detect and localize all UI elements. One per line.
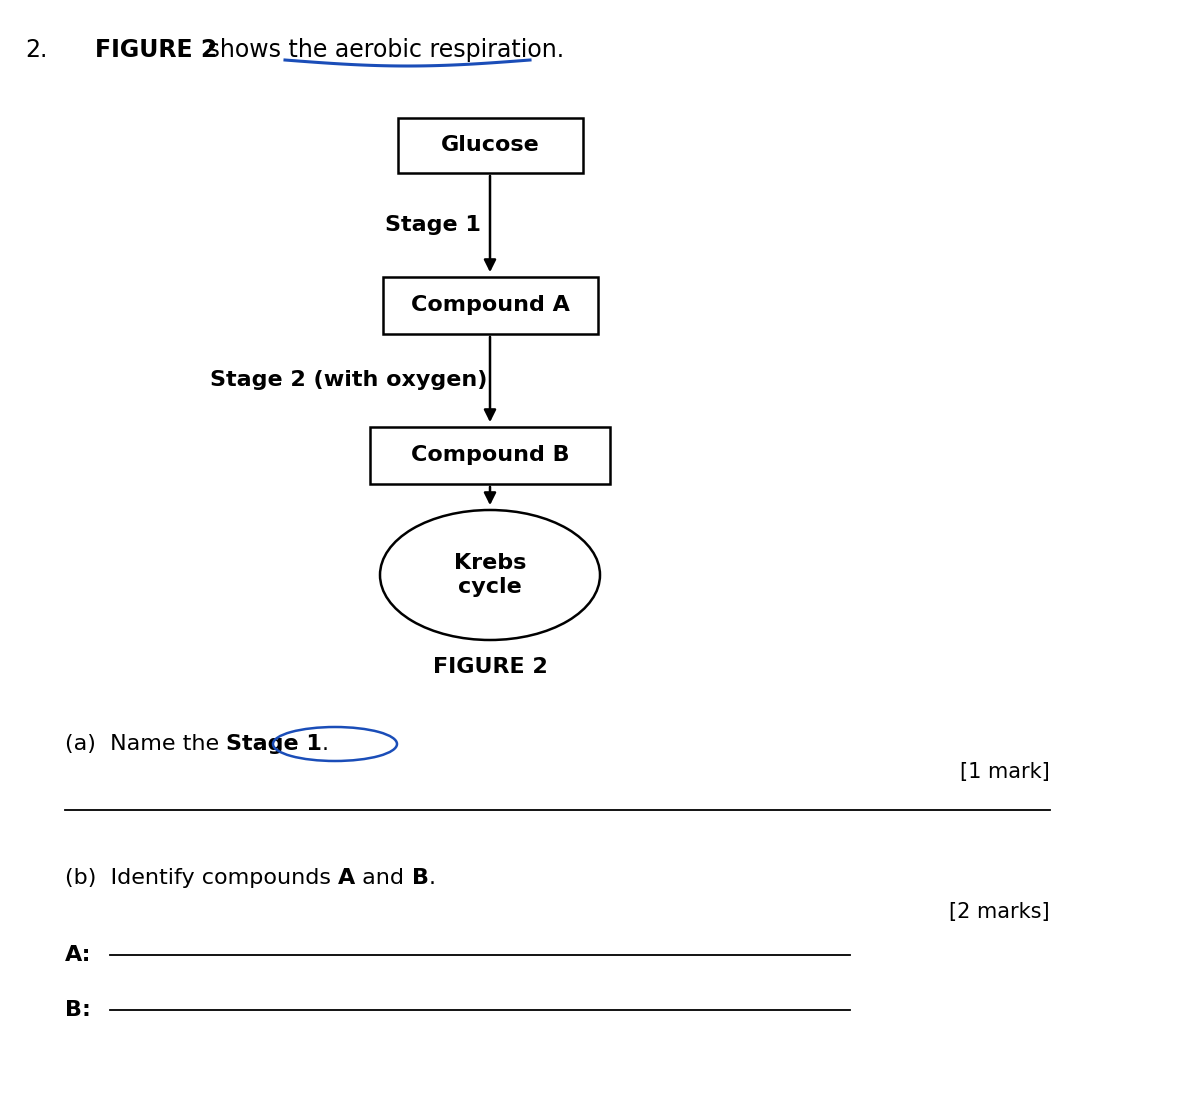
Text: Krebs
cycle: Krebs cycle [454,553,527,596]
Text: FIGURE 2: FIGURE 2 [432,657,547,677]
Text: shows the aerobic respiration.: shows the aerobic respiration. [200,38,564,62]
Text: Glucose: Glucose [440,135,540,155]
Text: Stage 1: Stage 1 [226,734,322,754]
Text: B:: B: [65,1000,91,1020]
FancyBboxPatch shape [397,117,583,173]
Ellipse shape [379,510,600,640]
Text: .: . [429,868,436,888]
Text: Compound A: Compound A [411,295,570,315]
FancyBboxPatch shape [383,276,597,334]
Text: FIGURE 2: FIGURE 2 [95,38,217,62]
Text: Compound B: Compound B [411,445,570,465]
Text: (a)  Name the: (a) Name the [65,734,226,754]
Text: [1 mark]: [1 mark] [960,762,1050,782]
Text: 2.: 2. [25,38,48,62]
Text: .: . [322,734,329,754]
Text: A:: A: [65,945,91,966]
Text: [2 marks]: [2 marks] [949,902,1050,922]
Text: (b)  Identify compounds: (b) Identify compounds [65,868,338,888]
FancyBboxPatch shape [370,427,610,483]
Text: B: B [412,868,429,888]
Text: and: and [356,868,412,888]
Text: Stage 1: Stage 1 [385,215,481,234]
Text: A: A [338,868,356,888]
Text: Stage 2 (with oxygen): Stage 2 (with oxygen) [209,371,487,390]
